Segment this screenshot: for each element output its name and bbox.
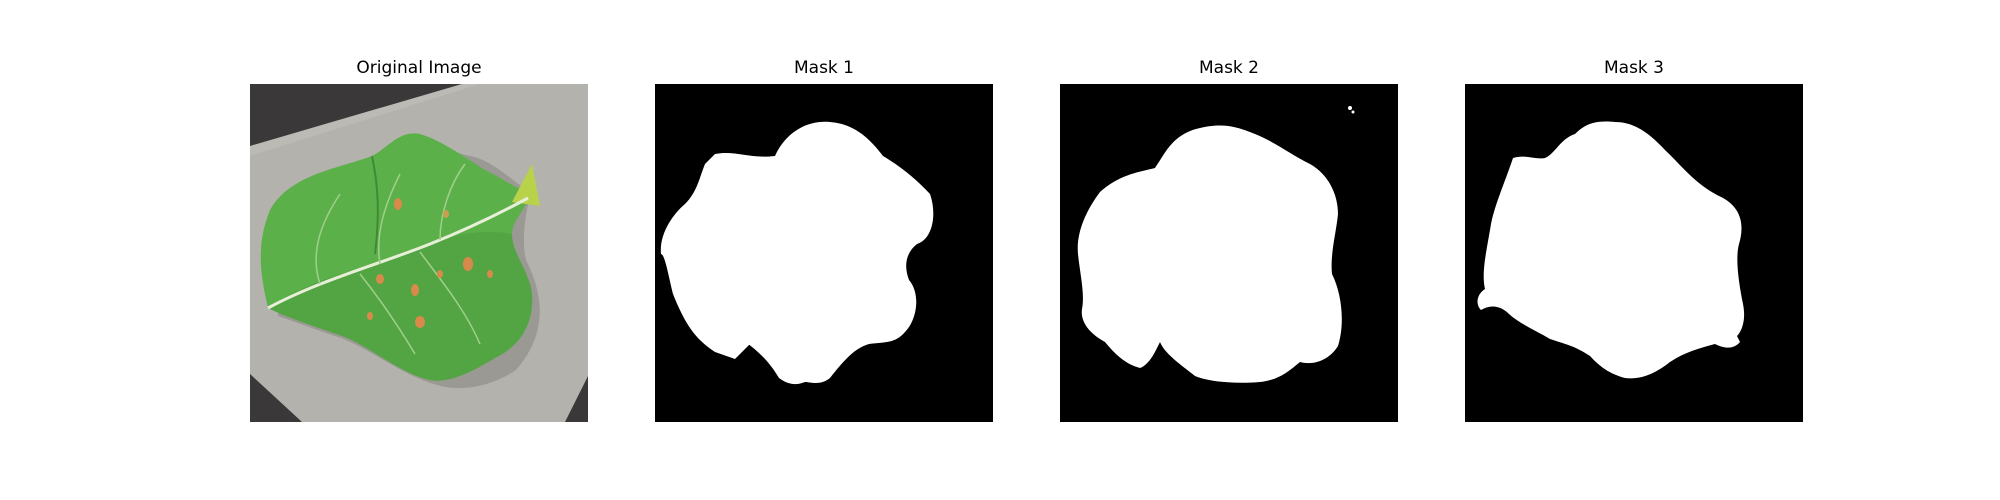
panel-title: Mask 1 (793, 58, 854, 78)
panel-mask-3: Mask 3 (1465, 0, 1803, 430)
panel-title: Mask 3 (1603, 58, 1664, 78)
panel-original-image: Original Image (250, 0, 588, 430)
panel-mask-1: Mask 1 (655, 0, 993, 430)
panel-mask-2: Mask 2 (1060, 0, 1398, 430)
mask-3-image (1465, 84, 1803, 422)
original-leaf-image (250, 84, 588, 422)
panel-title: Mask 2 (1198, 58, 1259, 78)
mask-1-image (655, 84, 993, 422)
panel-title: Original Image (356, 58, 482, 78)
mask-2-image (1060, 84, 1398, 422)
